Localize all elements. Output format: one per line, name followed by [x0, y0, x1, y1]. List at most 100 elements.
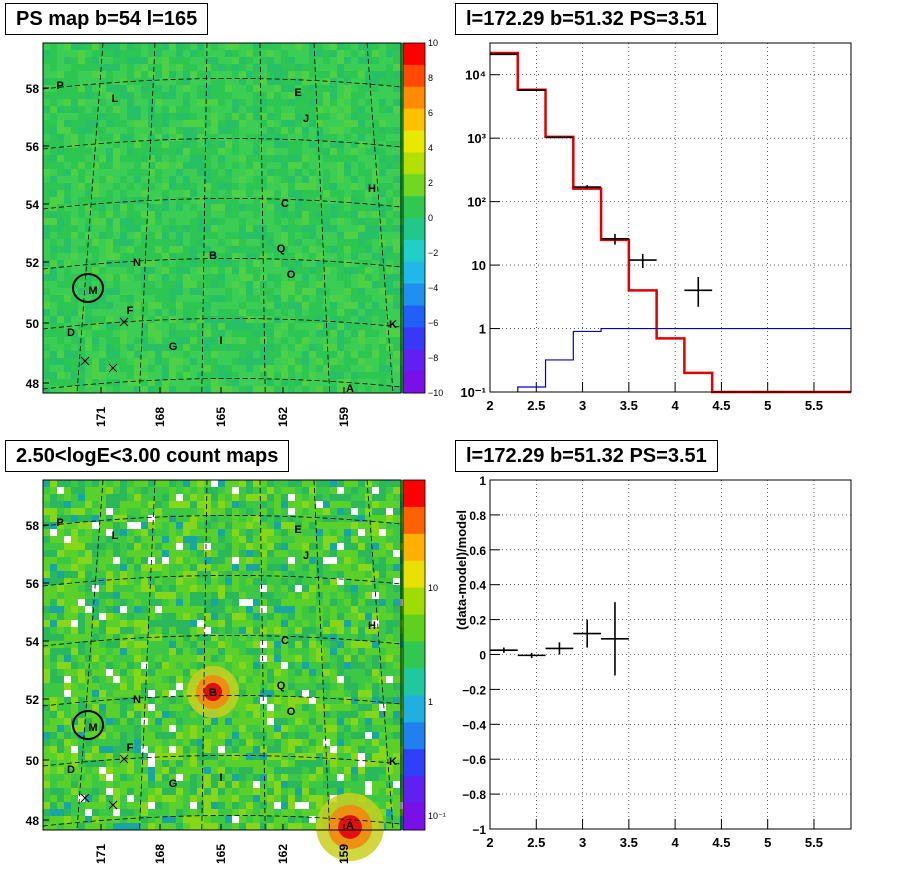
map-pixel: [330, 197, 337, 204]
map-pixel: [225, 309, 232, 316]
map-pixel: [330, 288, 337, 295]
map-pixel: [106, 85, 113, 92]
map-pixel: [78, 781, 85, 788]
map-pixel: [337, 274, 344, 281]
map-pixel: [127, 71, 134, 78]
map-pixel: [337, 697, 344, 704]
map-pixel: [64, 169, 71, 176]
map-pixel: [232, 718, 239, 725]
map-pixel: [141, 557, 148, 564]
map-pixel: [211, 169, 218, 176]
map-pixel: [71, 781, 78, 788]
map-pixel: [113, 655, 120, 662]
map-pixel: [225, 711, 232, 718]
map-pixel: [113, 613, 120, 620]
map-pixel: [43, 386, 50, 393]
map-pixel: [323, 648, 330, 655]
map-pixel: [344, 120, 351, 127]
map-pixel: [288, 697, 295, 704]
map-pixel: [316, 232, 323, 239]
map-pixel: [274, 564, 281, 571]
map-pixel: [330, 627, 337, 634]
map-pixel: [113, 218, 120, 225]
map-pixel: [218, 302, 225, 309]
map-pixel: [106, 613, 113, 620]
map-pixel: [106, 155, 113, 162]
map-pixel: [113, 746, 120, 753]
map-pixel: [64, 141, 71, 148]
map-pixel: [71, 515, 78, 522]
map-pixel: [183, 358, 190, 365]
map-pixel: [281, 330, 288, 337]
map-pixel: [288, 648, 295, 655]
map-pixel: [337, 239, 344, 246]
map-pixel: [232, 162, 239, 169]
map-pixel: [92, 155, 99, 162]
map-pixel: [365, 43, 372, 50]
map-pixel: [281, 648, 288, 655]
map-pixel: [323, 141, 330, 148]
map-pixel: [218, 330, 225, 337]
map-pixel: [50, 43, 57, 50]
map-pixel: [148, 543, 155, 550]
map-pixel: [71, 648, 78, 655]
map-pixel: [330, 641, 337, 648]
map-pixel: [57, 309, 64, 316]
map-pixel: [281, 155, 288, 162]
map-pixel: [358, 316, 365, 323]
map-pixel: [274, 120, 281, 127]
map-pixel: [246, 302, 253, 309]
map-pixel: [197, 232, 204, 239]
map-pixel: [50, 536, 57, 543]
map-pixel: [232, 662, 239, 669]
map-pixel: [302, 183, 309, 190]
map-pixel: [386, 592, 393, 599]
map-pixel: [274, 578, 281, 585]
map-pixel: [197, 508, 204, 515]
map-pixel: [106, 253, 113, 260]
map-pixel: [358, 85, 365, 92]
map-pixel: [267, 302, 274, 309]
map-pixel: [267, 169, 274, 176]
map-pixel: [372, 176, 379, 183]
map-pixel: [190, 781, 197, 788]
map-pixel: [99, 211, 106, 218]
map-pixel: [155, 71, 162, 78]
map-pixel: [274, 365, 281, 372]
map-pixel: [344, 246, 351, 253]
map-pixel: [99, 592, 106, 599]
map-pixel: [351, 99, 358, 106]
map-pixel: [316, 704, 323, 711]
map-pixel: [43, 323, 50, 330]
map-pixel: [71, 501, 78, 508]
map-pixel: [351, 169, 358, 176]
map-pixel: [176, 148, 183, 155]
map-pixel: [295, 134, 302, 141]
map-pixel: [148, 365, 155, 372]
map-pixel: [379, 386, 386, 393]
map-pixel: [239, 246, 246, 253]
map-pixel: [267, 85, 274, 92]
map-pixel: [78, 344, 85, 351]
map-pixel: [148, 358, 155, 365]
map-pixel: [71, 704, 78, 711]
map-pixel: [372, 599, 379, 606]
map-pixel: [64, 134, 71, 141]
map-pixel: [225, 365, 232, 372]
map-pixel: [204, 190, 211, 197]
map-pixel: [197, 571, 204, 578]
map-pixel: [85, 260, 92, 267]
map-pixel: [113, 372, 120, 379]
map-pixel: [211, 253, 218, 260]
map-pixel: [358, 529, 365, 536]
map-pixel: [50, 781, 57, 788]
map-pixel: [127, 204, 134, 211]
map-pixel: [155, 155, 162, 162]
map-pixel: [281, 302, 288, 309]
map-pixel: [218, 50, 225, 57]
map-pixel: [92, 295, 99, 302]
map-pixel: [57, 169, 64, 176]
map-pixel: [176, 508, 183, 515]
map-pixel: [78, 634, 85, 641]
map-pixel: [323, 337, 330, 344]
